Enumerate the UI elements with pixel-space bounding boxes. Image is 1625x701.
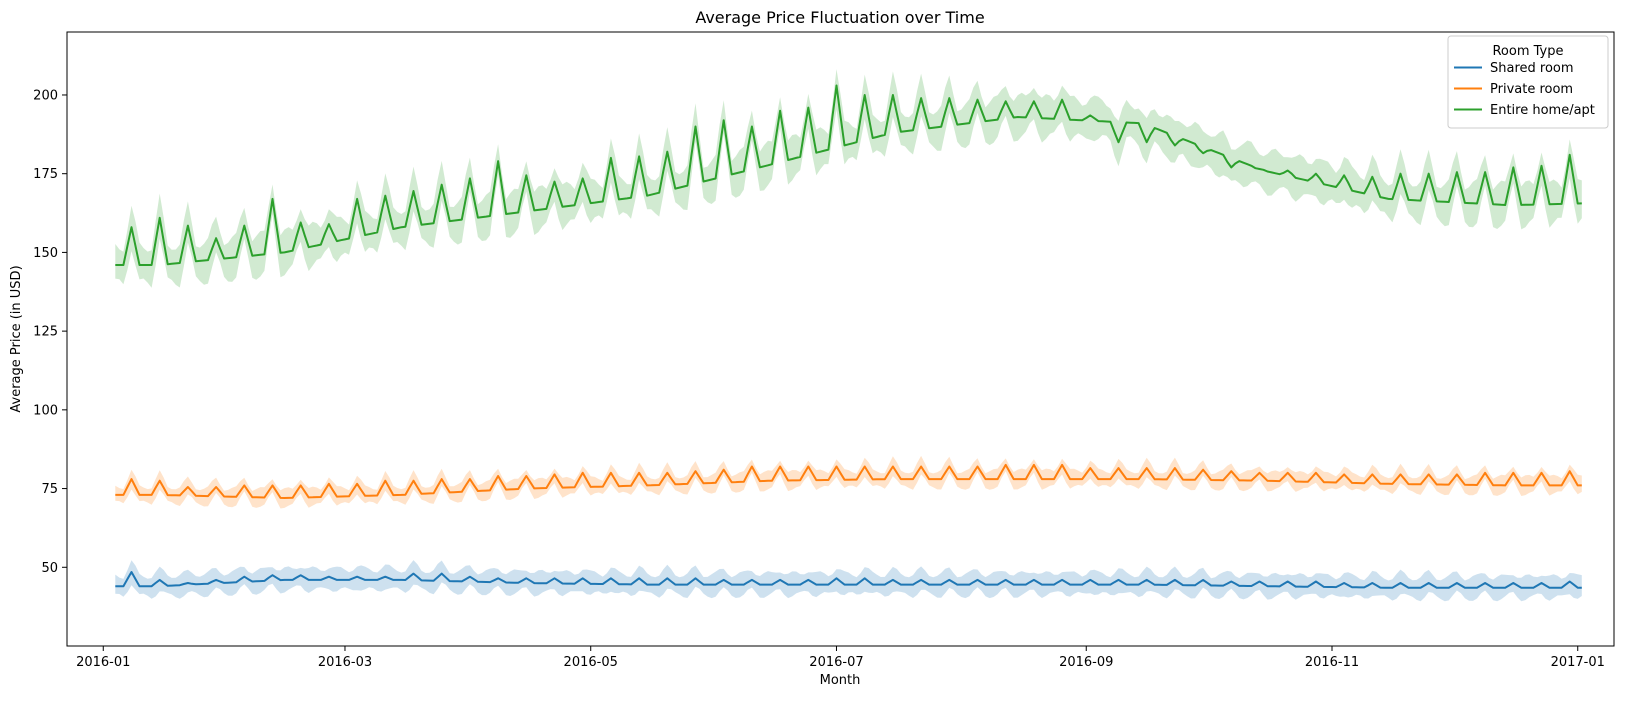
x-tick-label: 2016-09 <box>1059 655 1113 670</box>
legend-entries: Shared room Private room Entire home/apt <box>1454 61 1595 118</box>
y-tick-label: 100 <box>33 403 58 418</box>
y-tick-label: 175 <box>33 167 58 182</box>
legend-entry-label: Private room <box>1490 82 1573 97</box>
y-tick-label: 125 <box>33 325 58 340</box>
series-lines <box>115 84 1582 589</box>
x-tick-label: 2016-07 <box>809 655 863 670</box>
y-tick-label: 150 <box>33 246 58 261</box>
series-line-1 <box>115 463 1582 499</box>
x-tick-label: 2016-05 <box>564 655 618 670</box>
legend: Room Type Shared room Private room Entire … <box>1447 35 1609 129</box>
x-tick-label: 2016-01 <box>76 655 130 670</box>
x-axis: 2016-01 2016-03 2016-05 2016-07 2016-09 2016-… <box>76 646 1605 670</box>
x-tick-label: 2017-01 <box>1551 655 1605 670</box>
y-axis: 50 75 100 125 150 175 200 <box>33 88 67 576</box>
x-tick-label: 2016-11 <box>1305 655 1359 670</box>
legend-entry-label: Shared room <box>1490 61 1574 76</box>
y-tick-label: 50 <box>41 561 58 576</box>
confidence-band-2 <box>115 69 1582 288</box>
confidence-band-0 <box>115 560 1582 602</box>
y-axis-title: Average Price (in USD) <box>9 265 24 412</box>
legend-entry-label: Entire home/apt <box>1490 103 1595 118</box>
y-tick-label: 200 <box>33 88 58 103</box>
legend-box <box>1447 35 1609 129</box>
plot-frame <box>66 31 1615 647</box>
x-axis-title: Month <box>820 673 861 688</box>
series-line-2 <box>115 84 1582 266</box>
confidence-bands <box>115 69 1582 602</box>
confidence-band-1 <box>115 455 1582 509</box>
y-tick-label: 75 <box>41 482 58 497</box>
chart-title: Average Price Fluctuation over Time <box>695 8 984 27</box>
series-line-0 <box>115 571 1582 589</box>
legend-title: Room Type <box>1492 44 1563 59</box>
x-tick-label: 2016-03 <box>318 655 372 670</box>
